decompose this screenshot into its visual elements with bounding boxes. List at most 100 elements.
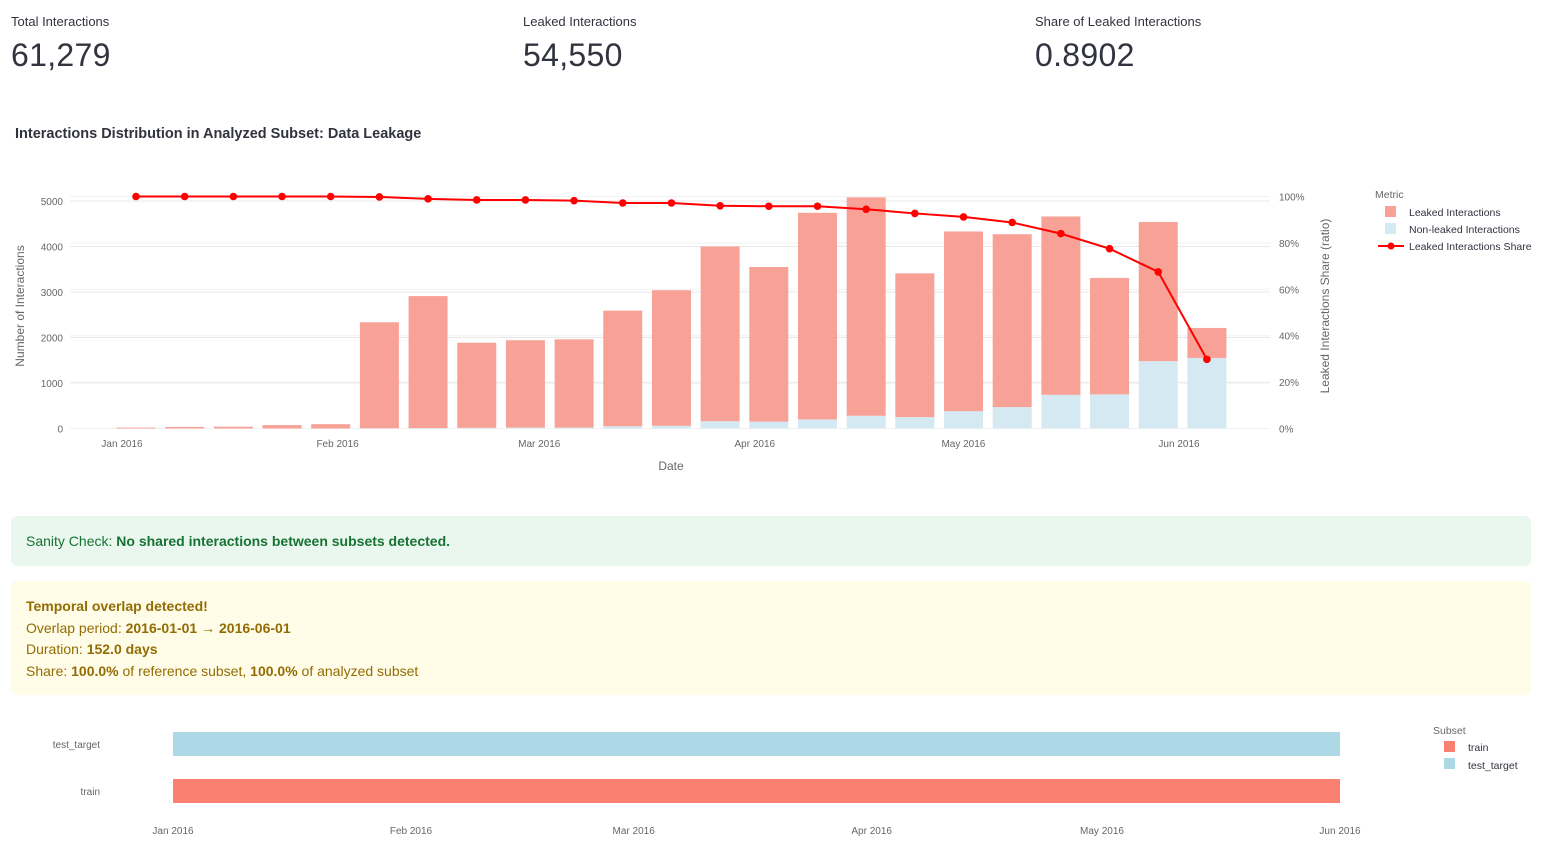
share-point xyxy=(911,209,919,218)
share-point xyxy=(618,199,627,207)
legend-swatch-test-target[interactable] xyxy=(1444,758,1455,769)
bar-leaked xyxy=(1187,327,1227,358)
bar-leaked xyxy=(116,427,156,429)
y-tick-label: 0 xyxy=(57,425,63,436)
share-point xyxy=(813,202,822,211)
bar-nonleaked xyxy=(1090,394,1130,429)
bar-nonleaked xyxy=(1187,357,1227,429)
bar-leaked xyxy=(846,197,886,416)
legend-item-nonleaked[interactable]: Non-leaked Interactions xyxy=(1409,224,1520,236)
bar-leaked xyxy=(165,426,205,429)
share-point xyxy=(1154,268,1163,276)
duration-value: 152.0 days xyxy=(86,641,158,658)
bar-nonleaked xyxy=(700,421,740,429)
x-tick-label: Mar 2016 xyxy=(518,439,561,450)
legend[interactable]: Metric Leaked Interactions Non-leaked In… xyxy=(1375,189,1532,253)
bar-leaked xyxy=(311,424,351,429)
legend-item-share[interactable]: Leaked Interactions Share xyxy=(1409,241,1532,253)
legend-item-train[interactable]: train xyxy=(1468,742,1489,754)
bar-nonleaked xyxy=(603,426,643,429)
share-an-value: 100.0% xyxy=(250,663,298,680)
timeline-x-tick-label: Apr 2016 xyxy=(851,826,892,837)
bar-leaked xyxy=(651,290,691,426)
legend-marker-share xyxy=(1387,242,1395,250)
bar-leaked xyxy=(1138,221,1178,362)
legend-title: Subset xyxy=(1433,725,1466,737)
metric-label: Share of Leaked Interactions xyxy=(1035,14,1202,29)
x-tick-label: Apr 2016 xyxy=(735,439,776,450)
bar-nonleaked xyxy=(457,427,497,429)
timeline-legend[interactable]: Subset train test_target xyxy=(1433,725,1518,772)
share-point xyxy=(180,192,189,201)
bar-nonleaked xyxy=(846,415,886,429)
legend-item-test-target[interactable]: test_target xyxy=(1468,760,1518,772)
share-point xyxy=(132,192,140,201)
duration-label: Duration: xyxy=(26,641,87,658)
section-title: Interactions Distribution in Analyzed Su… xyxy=(15,126,422,142)
share-point xyxy=(229,192,238,201)
metric-value: 0.8902 xyxy=(1035,37,1135,73)
share-point xyxy=(424,195,432,203)
y-tick-label: 4000 xyxy=(41,243,64,254)
timeline-x-tick-label: May 2016 xyxy=(1080,826,1124,837)
legend-swatch-train[interactable] xyxy=(1444,741,1455,752)
share-point xyxy=(521,196,530,204)
bar-leaked xyxy=(408,296,448,429)
bar-nonleaked xyxy=(944,411,984,429)
x-tick-label: May 2016 xyxy=(941,439,985,450)
y-tick-label: 5000 xyxy=(41,197,64,208)
bar-leaked xyxy=(992,234,1032,408)
x-tick-label: Feb 2016 xyxy=(316,439,359,450)
bar-leaked xyxy=(359,322,399,429)
alert-title: Temporal overlap detected! xyxy=(26,598,208,614)
share-point xyxy=(278,192,286,201)
bar-leaked xyxy=(457,342,497,428)
metric-value: 54,550 xyxy=(523,37,623,73)
bars xyxy=(116,197,1227,429)
legend-item-leaked[interactable]: Leaked Interactions xyxy=(1409,207,1501,219)
x-tick-label: Jan 2016 xyxy=(101,439,143,450)
metric-leaked-interactions: Leaked Interactions 54,550 xyxy=(523,14,636,74)
legend-title: Metric xyxy=(1375,189,1404,201)
timeline-bar-train xyxy=(173,779,1340,803)
legend-swatch-leaked[interactable] xyxy=(1385,206,1396,217)
bar-nonleaked xyxy=(651,425,691,429)
timeline-bars xyxy=(173,732,1340,803)
timeline-category-label: test_target xyxy=(53,740,100,751)
y-axis-label: Number of Interactions xyxy=(13,245,27,366)
alert-prefix: Sanity Check: xyxy=(26,533,117,549)
timeline-x-tick-label: Mar 2016 xyxy=(613,826,656,837)
bar-leaked xyxy=(213,426,253,429)
metric-total-interactions: Total Interactions 61,279 xyxy=(11,14,111,74)
timeline-x-tick-label: Feb 2016 xyxy=(390,826,433,837)
bar-nonleaked xyxy=(797,419,837,429)
x-axis-label: Date xyxy=(658,459,684,473)
y2-tick-label: 80% xyxy=(1279,239,1299,250)
share-line xyxy=(132,192,1211,364)
legend-swatch-nonleaked[interactable] xyxy=(1385,223,1396,234)
bar-leaked xyxy=(1090,277,1130,395)
x-tick-label: Jun 2016 xyxy=(1158,439,1200,450)
share-ref-value: 100.0% xyxy=(71,663,119,680)
y2-tick-label: 40% xyxy=(1279,332,1299,343)
share-label: Share: xyxy=(26,663,72,680)
y-tick-label: 2000 xyxy=(41,334,64,345)
leakage-chart[interactable]: 0 1000 2000 3000 4000 5000 0% 20% 40% 60% 80% 100% J… xyxy=(0,0,1560,500)
bar-leaked xyxy=(749,266,789,422)
share-point xyxy=(326,192,335,201)
timeline-x-tick-label: Jun 2016 xyxy=(1319,826,1361,837)
share-point xyxy=(570,196,578,205)
share-point xyxy=(716,201,724,210)
bar-leaked xyxy=(505,340,545,428)
sanity-check-alert: Sanity Check: No shared interactions bet… xyxy=(11,516,1531,566)
axes: 0 1000 2000 3000 4000 5000 0% 20% 40% 60% 80% 100% J… xyxy=(41,193,1305,451)
metric-label: Leaked Interactions xyxy=(523,14,637,29)
share-point xyxy=(1008,218,1016,227)
y2-tick-label: 100% xyxy=(1279,193,1305,204)
bar-leaked xyxy=(262,425,302,429)
timeline-category-label: train xyxy=(81,787,100,798)
bar-nonleaked xyxy=(1138,361,1178,429)
bar-nonleaked xyxy=(1041,394,1081,429)
share-an-text: of analyzed subset xyxy=(297,663,419,680)
